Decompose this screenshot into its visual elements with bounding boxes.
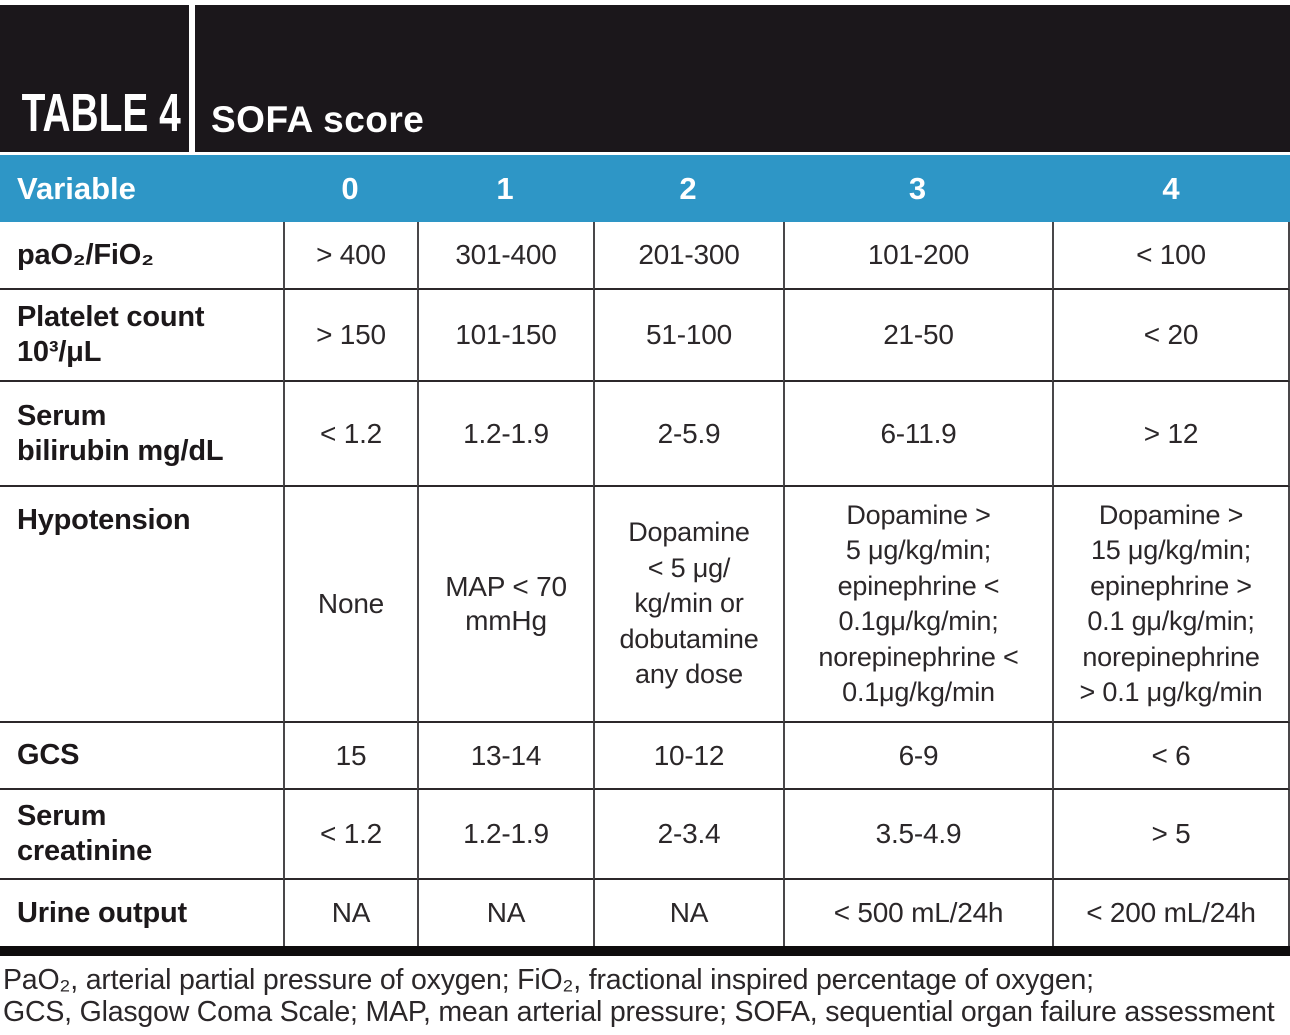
column-header-score-3: 3 bbox=[783, 155, 1052, 222]
cell-platelet-2: 51-100 bbox=[593, 290, 783, 382]
cell-urine-2: NA bbox=[593, 880, 783, 946]
table-number-box: TABLE 4 bbox=[0, 5, 189, 152]
cell-gcs-4: < 6 bbox=[1052, 723, 1290, 790]
cell-creatinine-1: 1.2-1.9 bbox=[417, 790, 593, 880]
cell-creatinine-4: > 5 bbox=[1052, 790, 1290, 880]
table-banner: TABLE 4 SOFA score bbox=[0, 0, 1290, 152]
column-header-score-2: 2 bbox=[593, 155, 783, 222]
cell-bilirubin-3: 6-11.9 bbox=[783, 382, 1052, 487]
cell-hypotension-2: Dopamine < 5 μg/ kg/min or dobutamine an… bbox=[593, 487, 783, 723]
cell-platelet-3: 21-50 bbox=[783, 290, 1052, 382]
row-label-serum-bilirubin: Serum bilirubin mg/dL bbox=[0, 382, 283, 487]
column-header-variable: Variable bbox=[0, 155, 283, 222]
cell-urine-4: < 200 mL/24h bbox=[1052, 880, 1290, 946]
cell-bilirubin-2: 2-5.9 bbox=[593, 382, 783, 487]
table-title: SOFA score bbox=[211, 99, 425, 140]
row-label-platelet-count: Platelet count 10³/μL bbox=[0, 290, 283, 382]
row-label-urine-output: Urine output bbox=[17, 896, 187, 929]
cell-pao2-2: 201-300 bbox=[593, 222, 783, 290]
cell-urine-1: NA bbox=[417, 880, 593, 946]
table-number: TABLE 4 bbox=[21, 83, 181, 143]
cell-pao2-4: < 100 bbox=[1052, 222, 1290, 290]
cell-hypotension-4: Dopamine > 15 μg/kg/min; epinephrine > 0… bbox=[1052, 487, 1290, 723]
footnote-line-1: PaO₂, arterial partial pressure of oxyge… bbox=[3, 964, 1094, 996]
cell-platelet-1: 101-150 bbox=[417, 290, 593, 382]
cell-creatinine-2: 2-3.4 bbox=[593, 790, 783, 880]
cell-platelet-0: > 150 bbox=[283, 290, 417, 382]
sofa-score-table: Variable 0 1 2 3 4 paO₂/FiO₂ > 400 301-4… bbox=[0, 155, 1290, 946]
cell-hypotension-0: None bbox=[283, 487, 417, 723]
cell-hypotension-3: Dopamine > 5 μg/kg/min; epinephrine < 0.… bbox=[783, 487, 1052, 723]
cell-creatinine-0: < 1.2 bbox=[283, 790, 417, 880]
cell-bilirubin-0: < 1.2 bbox=[283, 382, 417, 487]
column-header-score-0: 0 bbox=[283, 155, 417, 222]
cell-pao2-1: 301-400 bbox=[417, 222, 593, 290]
cell-gcs-3: 6-9 bbox=[783, 723, 1052, 790]
cell-urine-3: < 500 mL/24h bbox=[783, 880, 1052, 946]
cell-bilirubin-1: 1.2-1.9 bbox=[417, 382, 593, 487]
cell-gcs-2: 10-12 bbox=[593, 723, 783, 790]
table-title-box: SOFA score bbox=[195, 5, 1290, 152]
table-footnote: PaO₂, arterial partial pressure of oxyge… bbox=[0, 956, 1290, 1028]
footnote-line-2: GCS, Glasgow Coma Scale; MAP, mean arter… bbox=[3, 995, 1275, 1028]
row-label-gcs: GCS bbox=[0, 723, 283, 790]
row-label-hypotension: Hypotension bbox=[0, 487, 283, 723]
table-bottom-rule bbox=[0, 946, 1290, 956]
cell-gcs-1: 13-14 bbox=[417, 723, 593, 790]
cell-gcs-0: 15 bbox=[283, 723, 417, 790]
row-label-pao2-fio2: paO₂/FiO₂ bbox=[0, 222, 283, 290]
column-header-score-1: 1 bbox=[417, 155, 593, 222]
cell-pao2-0: > 400 bbox=[283, 222, 417, 290]
cell-urine-0: NA bbox=[283, 880, 417, 946]
cell-pao2-3: 101-200 bbox=[783, 222, 1052, 290]
row-label-serum-creatinine: Serum creatinine bbox=[0, 790, 283, 880]
cell-creatinine-3: 3.5-4.9 bbox=[783, 790, 1052, 880]
cell-hypotension-1: MAP < 70 mmHg bbox=[417, 487, 593, 723]
cell-bilirubin-4: > 12 bbox=[1052, 382, 1290, 487]
column-header-score-4: 4 bbox=[1052, 155, 1290, 222]
cell-platelet-4: < 20 bbox=[1052, 290, 1290, 382]
